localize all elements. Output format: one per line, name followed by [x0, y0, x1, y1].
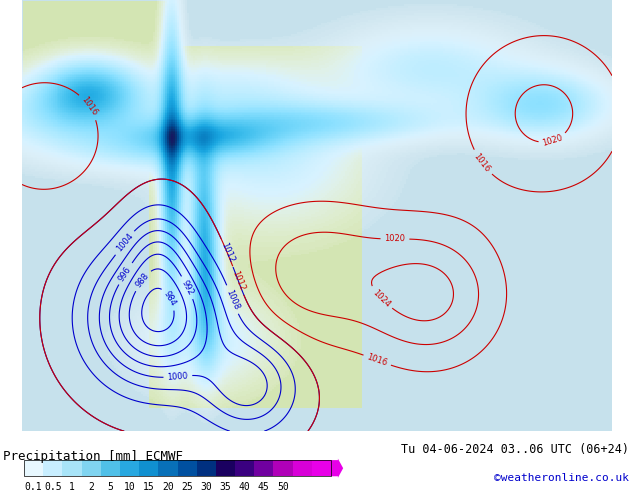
Text: 1012: 1012	[219, 242, 236, 264]
Text: 1020: 1020	[384, 234, 406, 244]
Text: 1024: 1024	[370, 288, 392, 309]
Text: 35: 35	[219, 482, 231, 490]
Text: Tu 04-06-2024 03..06 UTC (06+24): Tu 04-06-2024 03..06 UTC (06+24)	[401, 443, 629, 457]
Text: 988: 988	[134, 271, 151, 290]
Text: 1016: 1016	[79, 95, 99, 118]
Text: 1016: 1016	[472, 152, 492, 174]
Text: 996: 996	[117, 265, 133, 283]
Bar	[158, 460, 178, 476]
Text: 1: 1	[69, 482, 75, 490]
Bar	[178, 460, 197, 476]
Text: 0.5: 0.5	[44, 482, 61, 490]
Bar	[43, 460, 62, 476]
Text: 10: 10	[124, 482, 136, 490]
Bar	[235, 460, 254, 476]
Text: 20: 20	[162, 482, 174, 490]
Bar	[24, 460, 43, 476]
Bar	[139, 460, 158, 476]
Text: 992: 992	[180, 278, 195, 296]
Text: 30: 30	[200, 482, 212, 490]
Bar	[197, 460, 216, 476]
Bar	[24, 460, 331, 476]
Text: ©weatheronline.co.uk: ©weatheronline.co.uk	[494, 473, 629, 483]
Bar	[62, 460, 82, 476]
Text: 0.1: 0.1	[25, 482, 42, 490]
Bar	[101, 460, 120, 476]
Bar	[82, 460, 101, 476]
Bar	[254, 460, 273, 476]
Text: 1008: 1008	[224, 288, 241, 311]
Text: 40: 40	[239, 482, 250, 490]
Bar	[216, 460, 235, 476]
Text: 5: 5	[107, 482, 113, 490]
Text: 2: 2	[88, 482, 94, 490]
Text: 1020: 1020	[541, 133, 564, 148]
Text: 1016: 1016	[366, 352, 389, 368]
Text: 984: 984	[162, 289, 178, 308]
Text: 1000: 1000	[167, 371, 189, 382]
Text: 1004: 1004	[114, 232, 135, 254]
Text: Precipitation [mm] ECMWF: Precipitation [mm] ECMWF	[3, 450, 183, 463]
Text: 45: 45	[258, 482, 269, 490]
Bar	[293, 460, 312, 476]
Text: 25: 25	[181, 482, 193, 490]
Bar	[120, 460, 139, 476]
FancyArrow shape	[331, 459, 343, 478]
Bar	[312, 460, 331, 476]
Text: 50: 50	[277, 482, 289, 490]
Text: 15: 15	[143, 482, 155, 490]
Bar	[273, 460, 293, 476]
Text: 1012: 1012	[230, 269, 247, 292]
